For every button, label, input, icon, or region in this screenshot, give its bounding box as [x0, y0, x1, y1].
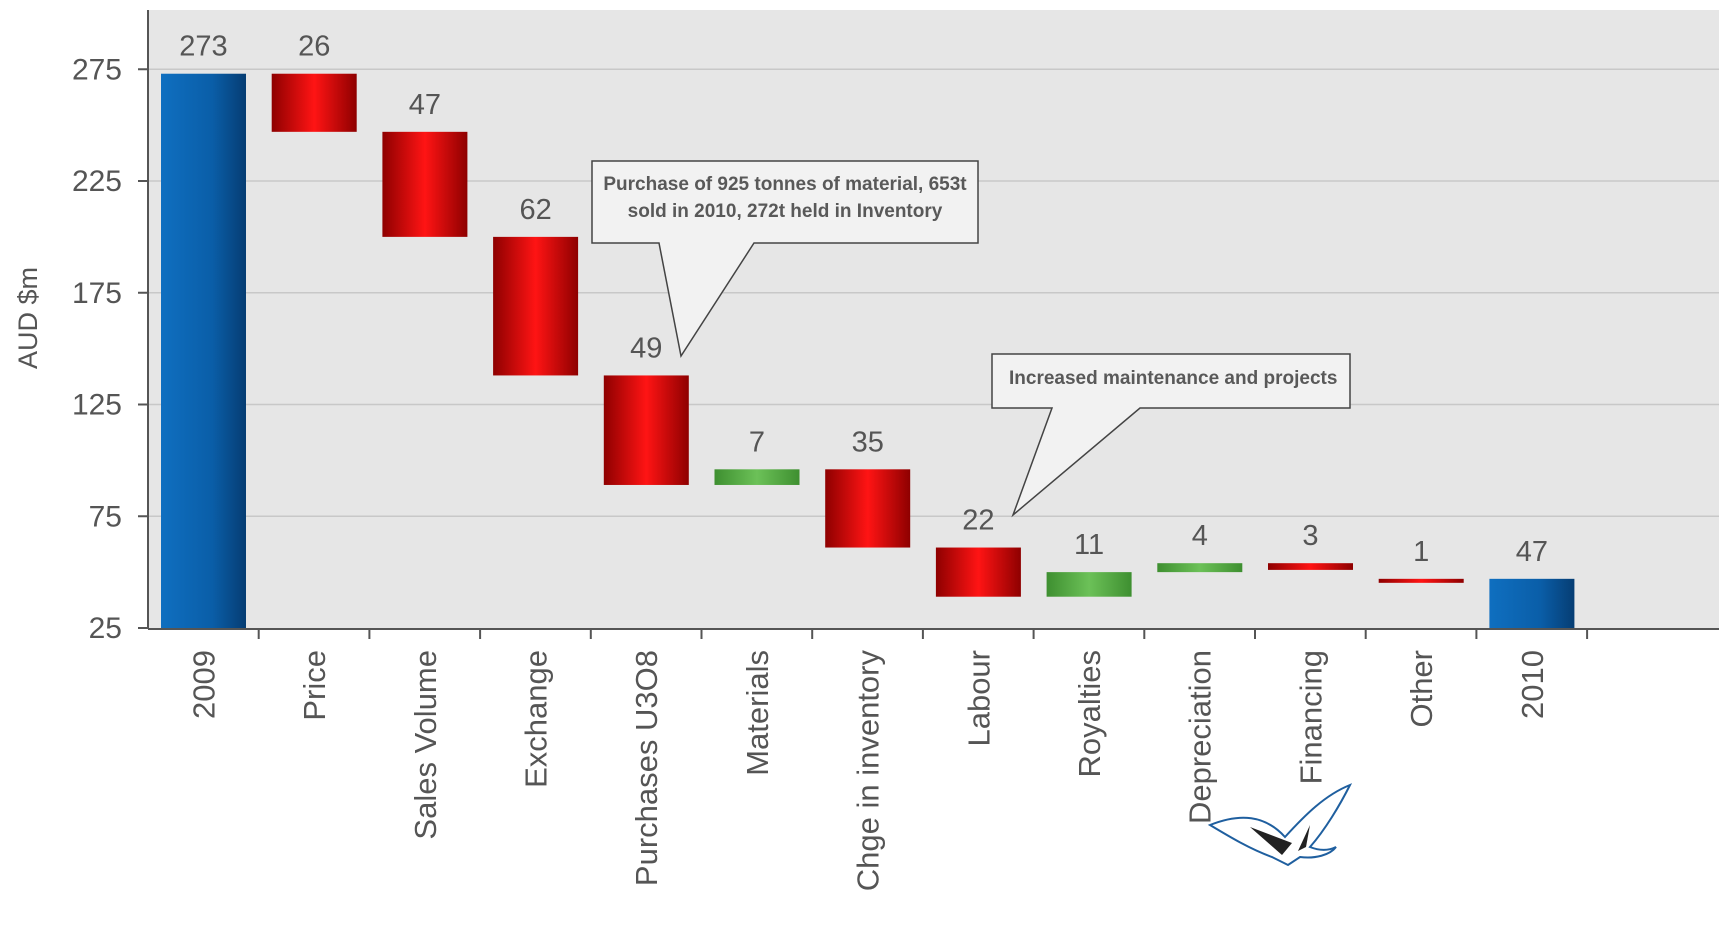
- bar-sales-volume: [382, 131, 468, 237]
- data-label: 11: [1074, 529, 1104, 561]
- bar-materials: [714, 469, 800, 485]
- data-label: 1: [1413, 536, 1429, 568]
- bar-royalties: [1046, 572, 1132, 597]
- callout-inventory-line-1: Purchase of 925 tonnes of material, 653t: [603, 174, 967, 195]
- data-label: 47: [1516, 536, 1548, 568]
- y-tick-label: 25: [89, 612, 122, 645]
- data-label: 4: [1192, 520, 1208, 552]
- callout-maintenance-line-1: Increased maintenance and projects: [1009, 368, 1337, 389]
- data-label: 22: [962, 505, 994, 537]
- data-label: 26: [298, 31, 330, 63]
- x-category-label: Financing: [1293, 650, 1328, 784]
- data-label: 62: [519, 194, 551, 226]
- y-axis-title: AUD $m: [13, 267, 43, 369]
- x-axis-ticks: 2009 Price Sales Volume Exchange Purchases U…: [186, 629, 1589, 892]
- y-tick-label: 275: [72, 53, 122, 86]
- x-category-label: Labour: [961, 650, 996, 747]
- bar-2009: [161, 73, 246, 629]
- data-label: 47: [409, 89, 441, 121]
- bar-chge-in-inventory: [825, 469, 911, 548]
- y-tick-label: 225: [72, 165, 122, 198]
- plot-area: [148, 10, 1719, 629]
- bar-depreciation: [1157, 563, 1243, 573]
- x-category-label: Other: [1404, 650, 1439, 728]
- x-category-label: Price: [297, 650, 332, 721]
- x-category-label: Royalties: [1072, 650, 1107, 778]
- y-tick-label: 175: [72, 277, 122, 310]
- bar-exchange: [493, 236, 579, 376]
- x-category-label: Sales Volume: [408, 650, 443, 840]
- callout-maintenance: Increased maintenance and projects: [991, 353, 1351, 518]
- bars: [161, 73, 1575, 629]
- bar-financing: [1268, 563, 1353, 570]
- x-category-label: Chge in inventory: [851, 650, 886, 892]
- y-tick-label: 75: [89, 500, 122, 533]
- x-category-label: Exchange: [518, 650, 553, 788]
- bar-price: [271, 73, 357, 132]
- bar-other: [1378, 578, 1464, 583]
- white-bird-logo-icon: [1207, 783, 1353, 867]
- x-category-label: 2009: [186, 650, 221, 719]
- data-label: 35: [852, 426, 884, 458]
- x-category-label: Materials: [740, 650, 775, 776]
- data-labels: 273 26 47 62 49 7 35 22 11 4 3 1 47: [179, 31, 1548, 568]
- bar-2010: [1489, 578, 1575, 628]
- x-category-label: Depreciation: [1183, 650, 1218, 824]
- x-category-label: Purchases U3O8: [629, 650, 664, 886]
- callout-inventory-line-2: sold in 2010, 272t held in Inventory: [628, 201, 943, 222]
- data-label: 273: [179, 31, 227, 63]
- data-label: 7: [749, 426, 765, 458]
- callout-inventory: Purchase of 925 tonnes of material, 653t…: [591, 160, 979, 358]
- data-label: 49: [630, 332, 662, 364]
- x-category-label: 2010: [1515, 650, 1550, 719]
- bar-purchases-u3o8: [603, 375, 689, 485]
- y-tick-label: 125: [72, 389, 122, 422]
- y-axis-ticks: 25 75 125 175 225 275: [72, 53, 148, 645]
- bar-labour: [935, 547, 1021, 597]
- data-label: 3: [1302, 520, 1318, 552]
